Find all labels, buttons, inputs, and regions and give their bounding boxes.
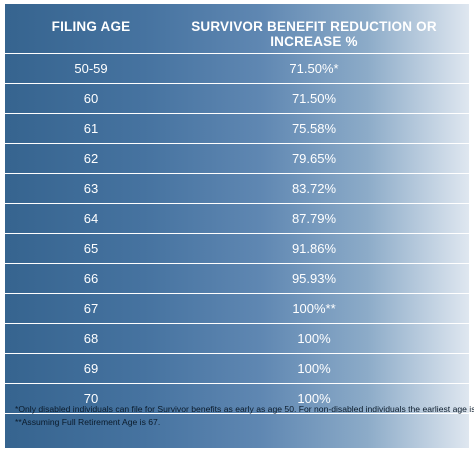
- filing-age-cell: 61: [83, 121, 99, 136]
- footnote-full-retirement-age: **Assuming Full Retirement Age is 67.: [15, 417, 161, 427]
- table-header: FILING AGE SURVIVOR BENEFIT REDUCTION OR…: [5, 4, 469, 49]
- benefit-percent-cell: 87.79%: [291, 211, 337, 226]
- benefit-percent-cell: 95.93%: [291, 271, 337, 286]
- filing-age-cell: 64: [83, 211, 99, 226]
- table-row: 62 79.65%: [5, 144, 469, 174]
- table-body: 50-59 71.50%* 60 71.50% 61 75.58% 62 79.…: [5, 53, 469, 414]
- filing-age-cell: 65: [83, 241, 99, 256]
- filing-age-cell: 60: [83, 91, 99, 106]
- table-row: 61 75.58%: [5, 114, 469, 144]
- benefit-percent-cell: 100%: [297, 391, 331, 406]
- table-row: 60 71.50%: [5, 84, 469, 114]
- table-row: 50-59 71.50%*: [5, 53, 469, 84]
- table-row: 68 100%: [5, 324, 469, 354]
- filing-age-cell: 67: [83, 301, 99, 316]
- benefit-percent-cell: 100%: [297, 331, 331, 346]
- table-row: 66 95.93%: [5, 264, 469, 294]
- filing-age-cell: 63: [83, 181, 99, 196]
- filing-age-cell: 68: [83, 331, 99, 346]
- benefit-percent-cell: 79.65%: [291, 151, 337, 166]
- filing-age-cell: 70: [83, 391, 99, 406]
- benefit-percent-cell: 100%: [297, 361, 331, 376]
- filing-age-cell: 66: [83, 271, 99, 286]
- benefit-percent-cell: 71.50%*: [289, 61, 339, 76]
- table-row: 69 100%: [5, 354, 469, 384]
- benefit-table-panel: FILING AGE SURVIVOR BENEFIT REDUCTION OR…: [5, 4, 474, 448]
- benefit-percent-cell: 75.58%: [291, 121, 337, 136]
- filing-age-cell: 62: [83, 151, 99, 166]
- footnotes: *Only disabled individuals can file for …: [15, 403, 474, 429]
- table-row: 67 100%**: [5, 294, 469, 324]
- header-survivor-benefit: SURVIVOR BENEFIT REDUCTION OR INCREASE %: [191, 19, 437, 49]
- table-row: 63 83.72%: [5, 174, 469, 204]
- benefit-percent-cell: 91.86%: [291, 241, 337, 256]
- filing-age-cell: 50-59: [74, 61, 108, 76]
- table-row: 65 91.86%: [5, 234, 469, 264]
- benefit-percent-cell: 83.72%: [291, 181, 337, 196]
- filing-age-cell: 69: [83, 361, 99, 376]
- footnote-disabled-individuals: *Only disabled individuals can file for …: [15, 404, 474, 414]
- table-row: 64 87.79%: [5, 204, 469, 234]
- header-filing-age: FILING AGE: [51, 19, 131, 34]
- table-row: 70 100%: [5, 384, 469, 414]
- benefit-percent-cell: 71.50%: [291, 91, 337, 106]
- benefit-percent-cell: 100%**: [292, 301, 336, 316]
